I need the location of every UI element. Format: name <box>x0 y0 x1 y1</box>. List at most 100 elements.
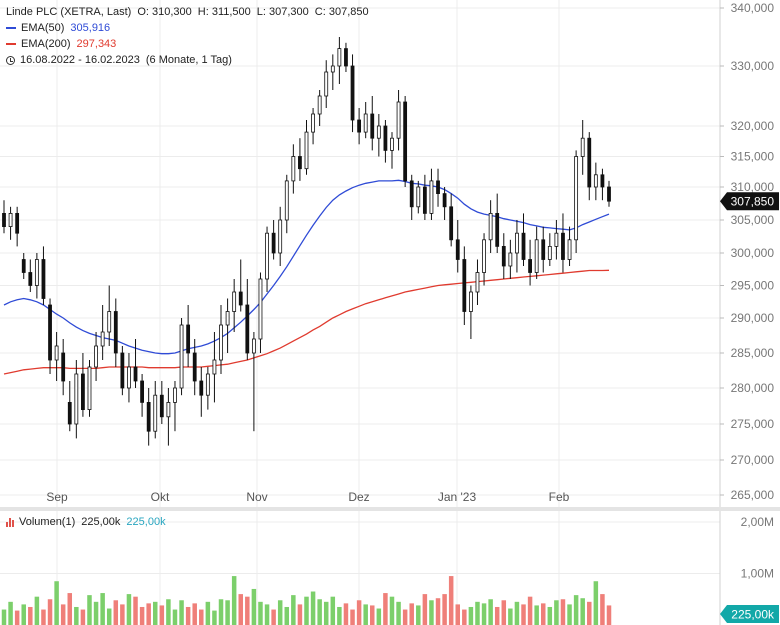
candle[interactable] <box>225 298 230 354</box>
candle[interactable] <box>455 220 460 273</box>
candle[interactable] <box>41 246 46 305</box>
candle[interactable] <box>251 332 256 432</box>
candle[interactable] <box>100 305 105 360</box>
candle[interactable] <box>436 168 440 207</box>
volume-bar[interactable] <box>521 604 526 625</box>
volume-bar[interactable] <box>1 609 7 625</box>
volume-bar[interactable] <box>126 594 132 625</box>
candle[interactable] <box>449 193 454 247</box>
volume-bar[interactable] <box>146 603 151 625</box>
candle[interactable] <box>376 114 381 157</box>
volume-bar[interactable] <box>376 608 382 625</box>
candle[interactable] <box>409 174 414 220</box>
candle[interactable] <box>192 339 197 396</box>
volume-bar[interactable] <box>560 599 566 625</box>
candle[interactable] <box>284 174 289 234</box>
volume-bar[interactable] <box>205 601 211 625</box>
candle[interactable] <box>390 132 394 169</box>
volume-bar[interactable] <box>74 606 79 625</box>
volume-bar[interactable] <box>501 600 507 625</box>
candle[interactable] <box>8 206 13 240</box>
candle[interactable] <box>245 279 250 360</box>
candle[interactable] <box>153 381 158 439</box>
volume-bar[interactable] <box>87 595 92 625</box>
volume-bar[interactable] <box>8 601 13 625</box>
candle[interactable] <box>159 381 164 424</box>
volume-bar[interactable] <box>337 606 342 625</box>
volume-bar[interactable] <box>14 610 20 625</box>
volume-bar[interactable] <box>271 609 276 625</box>
candle[interactable] <box>396 90 401 151</box>
candle[interactable] <box>2 200 6 234</box>
candle[interactable] <box>593 162 598 201</box>
volume-bar[interactable] <box>389 596 395 625</box>
volume-bar[interactable] <box>153 601 158 625</box>
candlestick-series[interactable] <box>2 37 611 446</box>
candle[interactable] <box>442 187 447 220</box>
candle[interactable] <box>61 339 66 396</box>
candle[interactable] <box>298 138 302 181</box>
volume-bar[interactable] <box>363 604 368 625</box>
volume-bar[interactable] <box>527 596 533 625</box>
volume-bar[interactable] <box>133 596 138 625</box>
candle[interactable] <box>521 213 526 266</box>
volume-bar[interactable] <box>580 598 585 625</box>
candle[interactable] <box>179 318 184 396</box>
candle[interactable] <box>238 259 243 312</box>
volume-bar[interactable] <box>534 605 539 625</box>
volume-bar[interactable] <box>185 606 191 625</box>
candle[interactable] <box>291 144 296 194</box>
candle[interactable] <box>554 220 559 260</box>
volume-bar[interactable] <box>304 596 309 625</box>
candle[interactable] <box>574 150 579 253</box>
candle[interactable] <box>87 360 92 417</box>
candle[interactable] <box>363 102 368 139</box>
volume-bar[interactable] <box>238 594 243 625</box>
candle[interactable] <box>48 298 52 375</box>
volume-bar[interactable] <box>93 601 99 625</box>
candle[interactable] <box>21 253 26 279</box>
volume-bar[interactable] <box>310 591 316 625</box>
candle[interactable] <box>15 206 20 247</box>
separator-bar[interactable] <box>0 507 780 511</box>
candle[interactable] <box>113 298 118 368</box>
volume-bar[interactable] <box>396 601 401 625</box>
candle[interactable] <box>561 213 565 273</box>
volume-bar[interactable] <box>593 581 599 625</box>
volume-bar[interactable] <box>139 606 145 625</box>
volume-bar[interactable] <box>251 588 257 625</box>
pane-separator[interactable] <box>0 507 780 511</box>
candle[interactable] <box>205 367 210 410</box>
candle[interactable] <box>186 305 191 367</box>
volume-bar[interactable] <box>47 599 53 625</box>
candle[interactable] <box>28 259 33 293</box>
volume-bar[interactable] <box>258 601 263 625</box>
candle[interactable] <box>567 226 572 266</box>
candle[interactable] <box>67 381 72 432</box>
candle[interactable] <box>383 120 388 163</box>
volume-bar[interactable] <box>212 610 217 625</box>
candle[interactable] <box>258 272 263 354</box>
candle[interactable] <box>515 220 519 273</box>
candle[interactable] <box>541 226 546 273</box>
volume-bar[interactable] <box>159 605 165 625</box>
volume-bar[interactable] <box>21 604 26 625</box>
volume-bar[interactable] <box>192 603 197 625</box>
candle[interactable] <box>600 168 605 201</box>
volume-bar[interactable] <box>554 600 559 625</box>
volume-bar[interactable] <box>277 600 283 625</box>
volume-bar[interactable] <box>383 593 388 625</box>
candle[interactable] <box>337 37 342 84</box>
candle[interactable] <box>488 200 493 253</box>
ema50-legend-row[interactable]: EMA(50) 305,916 <box>6 20 369 36</box>
candle[interactable] <box>199 367 204 417</box>
candle[interactable] <box>462 246 467 325</box>
candle[interactable] <box>34 253 39 299</box>
volume-bar[interactable] <box>41 609 46 625</box>
candle[interactable] <box>475 259 480 306</box>
volume-bar[interactable] <box>264 604 270 625</box>
volume-bar[interactable] <box>225 600 230 625</box>
candle[interactable] <box>528 239 532 286</box>
candle[interactable] <box>133 339 138 388</box>
